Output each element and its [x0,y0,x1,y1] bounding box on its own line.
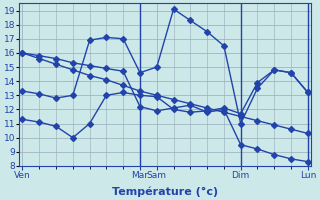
X-axis label: Température (°c): Température (°c) [112,186,218,197]
